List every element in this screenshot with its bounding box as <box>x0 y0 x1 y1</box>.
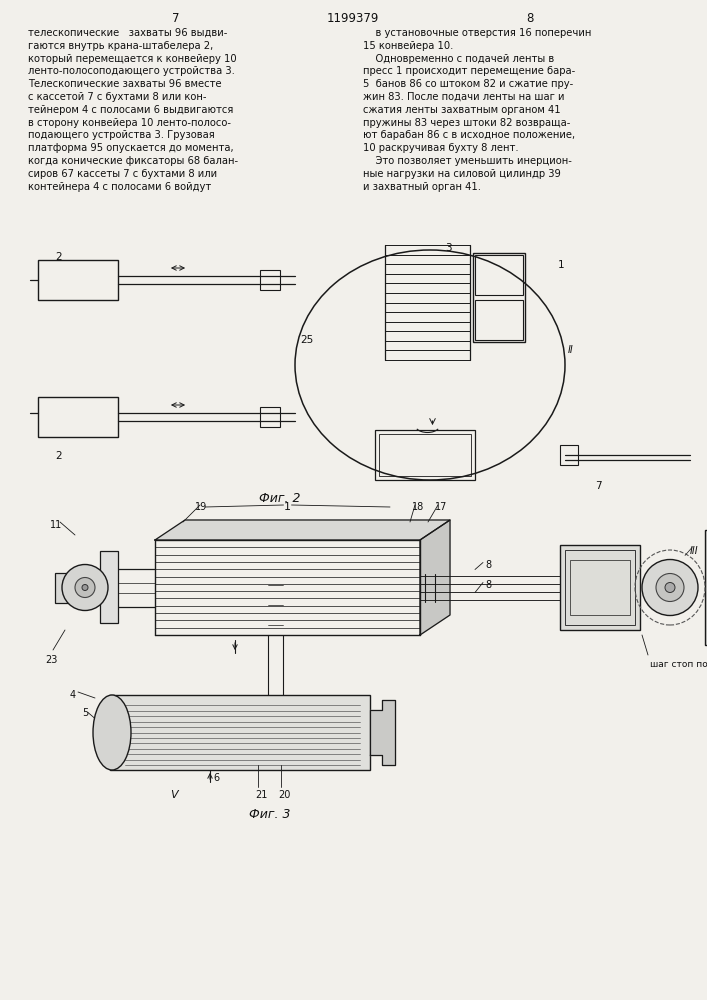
Bar <box>260 270 280 290</box>
Circle shape <box>82 584 88 590</box>
Text: 2: 2 <box>55 451 62 461</box>
Text: 23: 23 <box>45 655 57 665</box>
Text: тейнером 4 с полосами 6 выдвигаются: тейнером 4 с полосами 6 выдвигаются <box>28 105 233 115</box>
Text: 20: 20 <box>278 790 291 800</box>
Text: пресс 1 происходит перемещение бара-: пресс 1 происходит перемещение бара- <box>363 66 575 76</box>
Text: 2: 2 <box>55 252 62 262</box>
Text: контейнера 4 с полосами 6 войдут: контейнера 4 с полосами 6 войдут <box>28 182 211 192</box>
Text: V: V <box>170 790 177 800</box>
Circle shape <box>62 564 108 610</box>
Text: Телескопические захваты 96 вместе: Телескопические захваты 96 вместе <box>28 79 221 89</box>
Text: когда конические фиксаторы 68 балан-: когда конические фиксаторы 68 балан- <box>28 156 238 166</box>
Bar <box>705 530 707 645</box>
Text: 5  банов 86 со штоком 82 и сжатие пру-: 5 банов 86 со штоком 82 и сжатие пру- <box>363 79 573 89</box>
Text: III: III <box>690 546 699 556</box>
Text: сиров 67 кассеты 7 с бухтами 8 или: сиров 67 кассеты 7 с бухтами 8 или <box>28 169 217 179</box>
Bar <box>475 300 523 340</box>
Text: 3: 3 <box>445 243 452 253</box>
Text: 19: 19 <box>195 502 207 512</box>
Text: 21: 21 <box>255 790 267 800</box>
Text: 5: 5 <box>82 708 88 718</box>
Bar <box>473 253 525 342</box>
Polygon shape <box>155 520 450 540</box>
Bar <box>565 550 635 625</box>
Text: 11: 11 <box>50 520 62 530</box>
Text: который перемещается к конвейеру 10: который перемещается к конвейеру 10 <box>28 54 237 64</box>
Text: 4: 4 <box>70 690 76 700</box>
Text: 6: 6 <box>213 773 219 783</box>
Polygon shape <box>420 520 450 635</box>
Text: ют барабан 86 с в исходное положение,: ют барабан 86 с в исходное положение, <box>363 130 575 140</box>
Circle shape <box>642 560 698 615</box>
Polygon shape <box>370 700 395 765</box>
Text: 1: 1 <box>284 502 291 512</box>
Text: пружины 83 через штоки 82 возвраща-: пружины 83 через штоки 82 возвраща- <box>363 118 571 128</box>
Text: и захватный орган 41.: и захватный орган 41. <box>363 182 481 192</box>
Text: 8: 8 <box>526 12 534 25</box>
Text: Фиг. 3: Фиг. 3 <box>250 808 291 821</box>
Bar <box>38 260 118 300</box>
Text: 18: 18 <box>412 502 424 512</box>
Text: подающего устройства 3. Грузовая: подающего устройства 3. Грузовая <box>28 130 215 140</box>
Bar <box>55 572 75 602</box>
Text: II: II <box>568 345 574 355</box>
Text: 25: 25 <box>300 335 313 345</box>
Text: 15 конвейера 10.: 15 конвейера 10. <box>363 41 453 51</box>
Text: ленто-полосоподающего устройства 3.: ленто-полосоподающего устройства 3. <box>28 66 235 76</box>
Bar <box>100 551 118 623</box>
Circle shape <box>665 582 675 592</box>
Text: 1: 1 <box>558 260 565 270</box>
Text: 17: 17 <box>435 502 448 512</box>
Text: 8: 8 <box>485 560 491 570</box>
Text: Фиг. 2: Фиг. 2 <box>259 492 300 505</box>
Text: телескопические   захваты 96 выдви-: телескопические захваты 96 выдви- <box>28 28 228 38</box>
Bar <box>379 434 471 476</box>
Text: 1199379: 1199379 <box>327 12 379 25</box>
Text: в сторону конвейера 10 ленто-полосо-: в сторону конвейера 10 ленто-полосо- <box>28 118 231 128</box>
Bar <box>475 255 523 295</box>
Text: 8: 8 <box>485 580 491 589</box>
Text: 7: 7 <box>173 12 180 25</box>
Text: с кассетой 7 с бухтами 8 или кон-: с кассетой 7 с бухтами 8 или кон- <box>28 92 206 102</box>
Circle shape <box>656 574 684 601</box>
Text: жин 83. После подачи ленты на шаг и: жин 83. После подачи ленты на шаг и <box>363 92 564 102</box>
Text: 10 раскручивая бухту 8 лент.: 10 раскручивая бухту 8 лент. <box>363 143 519 153</box>
Text: Одновременно с подачей ленты в: Одновременно с подачей ленты в <box>363 54 554 64</box>
Text: ные нагрузки на силовой цилиндр 39: ные нагрузки на силовой цилиндр 39 <box>363 169 561 179</box>
Text: 7: 7 <box>595 481 602 491</box>
Circle shape <box>75 578 95 597</box>
Text: в установочные отверстия 16 поперечин: в установочные отверстия 16 поперечин <box>363 28 591 38</box>
Text: шаг стоп полос: шаг стоп полос <box>650 660 707 669</box>
Bar <box>110 695 370 770</box>
Text: платформа 95 опускается до момента,: платформа 95 опускается до момента, <box>28 143 233 153</box>
Bar <box>560 545 640 630</box>
Bar <box>570 560 630 615</box>
Text: Это позволяет уменьшить инерцион-: Это позволяет уменьшить инерцион- <box>363 156 572 166</box>
Ellipse shape <box>93 695 131 770</box>
Bar <box>560 445 578 465</box>
Bar <box>260 407 280 427</box>
Bar <box>38 397 118 437</box>
Text: гаются внутрь крана-штабелера 2,: гаются внутрь крана-штабелера 2, <box>28 41 214 51</box>
Bar <box>375 430 475 480</box>
Text: сжатия ленты захватным органом 41: сжатия ленты захватным органом 41 <box>363 105 561 115</box>
